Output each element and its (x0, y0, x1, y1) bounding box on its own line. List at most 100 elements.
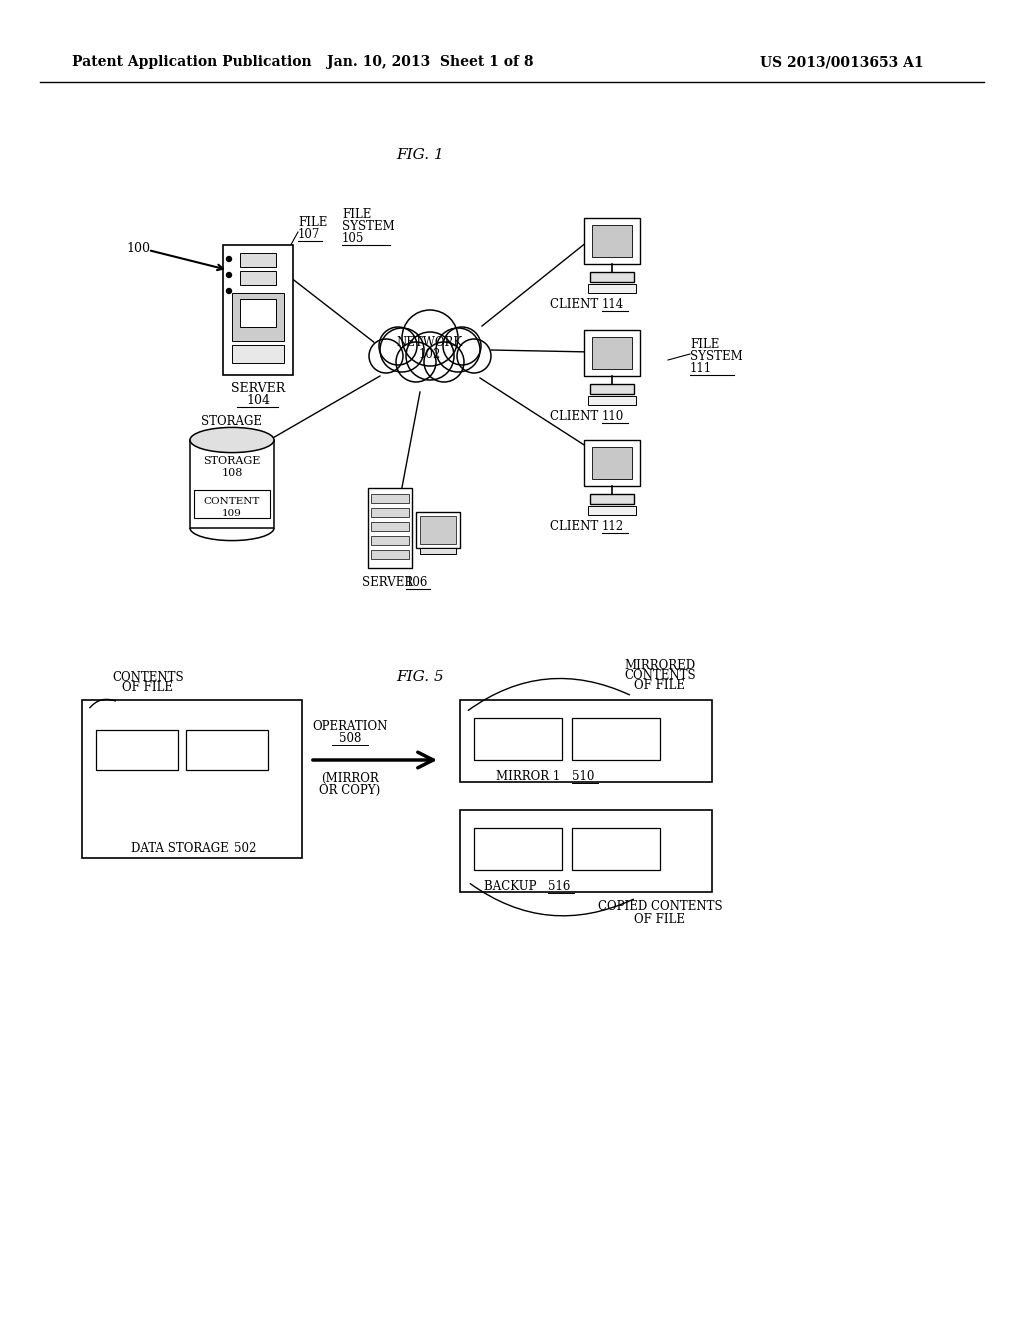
Text: 504: 504 (124, 743, 151, 756)
FancyBboxPatch shape (592, 337, 632, 370)
FancyBboxPatch shape (460, 700, 712, 781)
Text: MIRROR 1: MIRROR 1 (496, 770, 564, 783)
FancyBboxPatch shape (371, 494, 409, 503)
Text: OPERATION: OPERATION (312, 719, 388, 733)
Text: CONTENTS: CONTENTS (625, 669, 696, 682)
Circle shape (406, 333, 454, 380)
FancyBboxPatch shape (371, 550, 409, 558)
Text: FILE: FILE (298, 216, 328, 228)
Text: 106: 106 (406, 576, 428, 589)
Circle shape (457, 339, 490, 374)
Text: CLIENT: CLIENT (550, 411, 602, 422)
FancyBboxPatch shape (460, 810, 712, 892)
Circle shape (226, 256, 231, 261)
Text: OF FILE: OF FILE (123, 681, 173, 694)
Text: OF FILE: OF FILE (635, 913, 685, 927)
Text: US 2013/0013653 A1: US 2013/0013653 A1 (760, 55, 924, 69)
Text: 520: 520 (603, 842, 629, 855)
Text: SERVER: SERVER (230, 381, 285, 395)
Text: 114: 114 (602, 298, 625, 312)
FancyBboxPatch shape (416, 512, 460, 548)
Circle shape (226, 272, 231, 277)
Text: DATA STORAGE: DATA STORAGE (131, 842, 232, 855)
FancyBboxPatch shape (572, 828, 660, 870)
Text: 108: 108 (221, 469, 243, 478)
Text: 518: 518 (505, 842, 531, 855)
FancyBboxPatch shape (420, 548, 456, 554)
Text: 109: 109 (222, 510, 242, 517)
Text: FILE: FILE (342, 209, 372, 220)
FancyBboxPatch shape (186, 730, 268, 770)
Text: 107: 107 (298, 228, 321, 242)
Text: 112: 112 (602, 520, 624, 533)
FancyBboxPatch shape (82, 700, 302, 858)
Text: 514: 514 (603, 733, 630, 746)
Text: FILE: FILE (690, 338, 720, 351)
FancyBboxPatch shape (223, 246, 293, 375)
Circle shape (402, 310, 458, 366)
Text: FIG. 5: FIG. 5 (396, 671, 443, 684)
FancyBboxPatch shape (592, 224, 632, 257)
FancyBboxPatch shape (190, 440, 274, 528)
Text: 110: 110 (602, 411, 625, 422)
Text: CONTENT: CONTENT (204, 498, 260, 506)
Text: 512: 512 (505, 733, 531, 746)
Text: 111: 111 (690, 362, 712, 375)
Text: 108: 108 (221, 426, 243, 440)
Text: SYSTEM: SYSTEM (342, 220, 394, 234)
FancyBboxPatch shape (588, 284, 636, 293)
FancyBboxPatch shape (240, 300, 276, 327)
FancyBboxPatch shape (232, 293, 284, 341)
Text: OR COPY): OR COPY) (319, 784, 381, 797)
Text: SYSTEM: SYSTEM (690, 350, 742, 363)
FancyBboxPatch shape (371, 508, 409, 517)
FancyBboxPatch shape (592, 447, 632, 479)
FancyBboxPatch shape (240, 253, 276, 267)
FancyBboxPatch shape (194, 490, 270, 517)
Text: 502: 502 (234, 842, 256, 855)
Text: 102: 102 (419, 348, 441, 362)
FancyBboxPatch shape (584, 440, 640, 486)
FancyBboxPatch shape (584, 218, 640, 264)
Text: 506: 506 (214, 743, 240, 756)
Circle shape (369, 339, 403, 374)
Text: BACKUP: BACKUP (484, 880, 540, 894)
Text: COPIED CONTENTS: COPIED CONTENTS (598, 900, 722, 913)
Text: MIRRORED: MIRRORED (625, 659, 695, 672)
FancyBboxPatch shape (588, 396, 636, 405)
Circle shape (436, 327, 480, 372)
Circle shape (396, 342, 436, 381)
Text: 516: 516 (548, 880, 570, 894)
FancyBboxPatch shape (588, 506, 636, 515)
FancyBboxPatch shape (584, 330, 640, 376)
Text: SERVER: SERVER (362, 576, 418, 589)
Text: Jan. 10, 2013  Sheet 1 of 8: Jan. 10, 2013 Sheet 1 of 8 (327, 55, 534, 69)
Text: CLIENT: CLIENT (550, 520, 602, 533)
Text: CONTENTS: CONTENTS (113, 671, 184, 684)
FancyBboxPatch shape (96, 730, 178, 770)
Text: CLIENT: CLIENT (550, 298, 602, 312)
Text: FIG. 1: FIG. 1 (396, 148, 443, 162)
Circle shape (226, 289, 231, 293)
FancyBboxPatch shape (590, 272, 634, 282)
FancyBboxPatch shape (240, 271, 276, 285)
Circle shape (443, 327, 481, 366)
Circle shape (379, 327, 417, 366)
FancyBboxPatch shape (590, 384, 634, 393)
FancyBboxPatch shape (572, 718, 660, 760)
Ellipse shape (190, 428, 274, 453)
FancyBboxPatch shape (420, 516, 456, 544)
Text: (MIRROR: (MIRROR (322, 772, 379, 785)
FancyBboxPatch shape (474, 718, 562, 760)
FancyBboxPatch shape (371, 521, 409, 531)
FancyBboxPatch shape (232, 345, 284, 363)
Text: NETWORK: NETWORK (397, 335, 463, 348)
Text: Patent Application Publication: Patent Application Publication (72, 55, 311, 69)
Circle shape (380, 327, 424, 372)
Text: 104: 104 (246, 393, 270, 407)
Text: 105: 105 (342, 232, 365, 246)
Text: 508: 508 (339, 733, 361, 744)
FancyBboxPatch shape (590, 494, 634, 504)
Text: 510: 510 (572, 770, 594, 783)
FancyBboxPatch shape (368, 488, 412, 568)
